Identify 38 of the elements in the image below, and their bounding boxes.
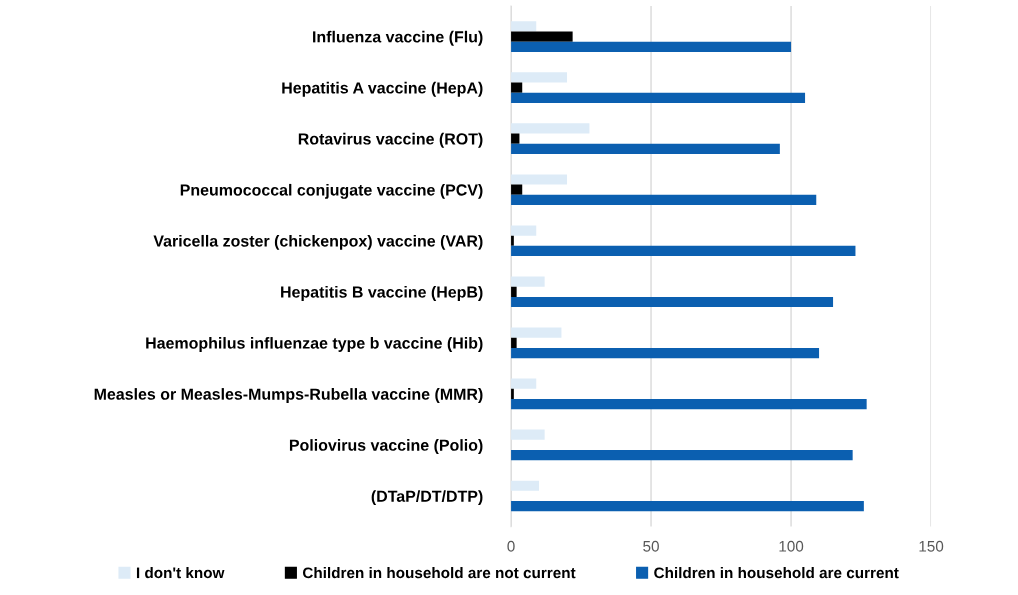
y-tick-label: Hepatitis A vaccine (HepA) [282, 81, 483, 97]
y-tick-label: Influenza vaccine (Flu) [313, 30, 483, 46]
bar [511, 225, 537, 236]
legend-label: Children in household are current [654, 567, 899, 579]
y-tick-label: Measles or Measles-Mumps-Rubella vaccine (MMR) [94, 388, 483, 403]
bar [511, 501, 864, 512]
y-tick-label: Poliovirus vaccine (Polio) [289, 439, 483, 455]
bar [511, 347, 820, 359]
y-tick-label: Hepatitis B vaccine (HepB) [281, 286, 483, 301]
y-tick-label: Haemophilus influenzae type b vaccine (Hib) [146, 337, 483, 352]
bar [511, 296, 834, 308]
y-tick-label: Pneumococcal conjugate vaccine (PCV) [180, 183, 483, 199]
bar [511, 245, 856, 257]
bar [511, 450, 853, 461]
bar [511, 378, 537, 389]
x-tick-label: 50 [643, 540, 659, 552]
x-tick-label: 0 [507, 540, 515, 552]
legend-label: Children in household are not current [302, 567, 576, 579]
bar [511, 143, 780, 154]
bar [511, 21, 537, 32]
bar [511, 480, 540, 491]
bar [511, 72, 568, 83]
bar [511, 92, 806, 103]
bar [511, 174, 568, 185]
legend-label: I don't know [136, 567, 225, 579]
y-tick-label: Rotavirus vaccine (ROT) [298, 132, 483, 148]
bar [511, 31, 573, 42]
y-tick-label: Varicella zoster (chickenpox) vaccine (VAR) [153, 234, 483, 250]
bar [511, 194, 817, 206]
x-tick-label: 150 [919, 540, 944, 552]
bar [511, 398, 867, 410]
bar [511, 327, 562, 338]
y-tick-label: (DTaP/DT/DTP) [371, 490, 483, 506]
bar [511, 41, 792, 52]
bar [511, 123, 590, 134]
x-tick-label: 100 [779, 540, 804, 552]
bar [511, 276, 545, 287]
bar [511, 429, 545, 440]
